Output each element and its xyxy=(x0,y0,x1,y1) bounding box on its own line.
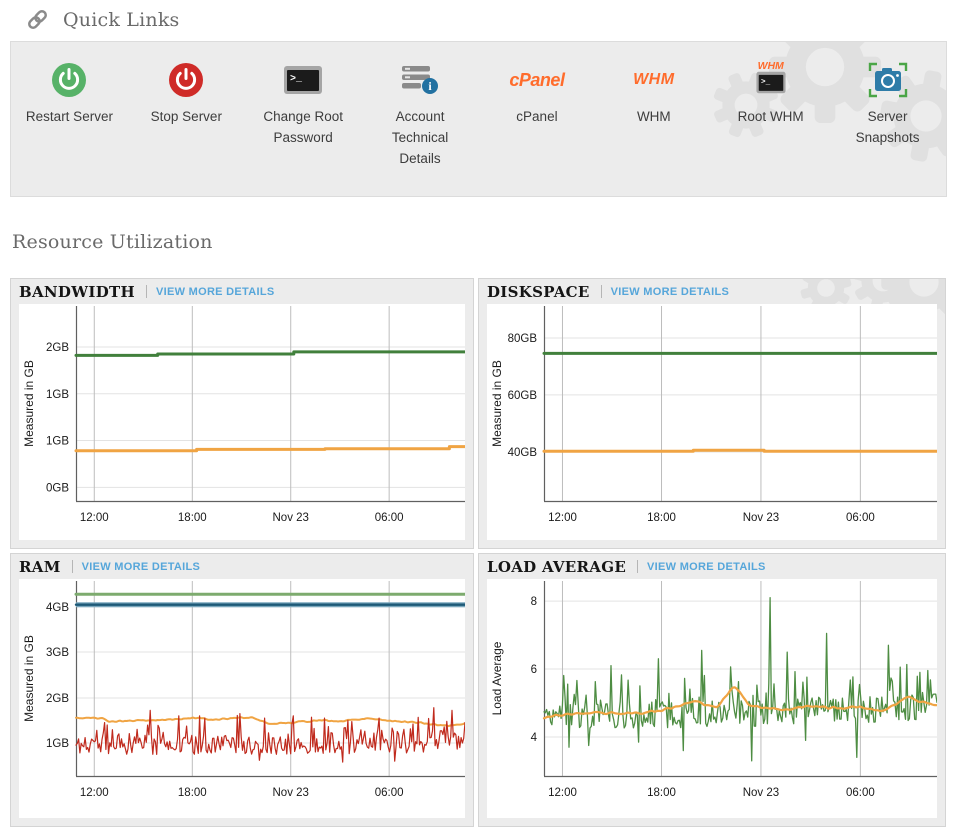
view-more-details-link[interactable]: VIEW MORE DETAILS xyxy=(155,285,275,298)
svg-text:12:00: 12:00 xyxy=(80,512,109,524)
quick-link-label: WHM xyxy=(636,109,671,124)
header-divider xyxy=(600,285,602,298)
svg-text:0GB: 0GB xyxy=(46,482,69,494)
header-divider xyxy=(637,560,639,573)
power-green-icon xyxy=(11,59,128,101)
terminal-icon: >_ xyxy=(245,59,362,101)
panel-diskspace: DISKSPACE VIEW MORE DETAILS 80GB 60GB 40GB… xyxy=(478,278,946,549)
server-info-icon: i xyxy=(362,59,479,101)
quick-link-label: Change Root Password xyxy=(263,109,343,145)
view-more-details-link[interactable]: VIEW MORE DETAILS xyxy=(81,560,201,573)
quick-link-change-root-password[interactable]: >_ Change Root Password xyxy=(245,42,362,196)
whm-terminal-icon: WHM >_ xyxy=(712,59,829,101)
view-more-details-link[interactable]: VIEW MORE DETAILS xyxy=(610,285,730,298)
quick-link-label: Restart Server xyxy=(25,109,113,124)
panel-load-average: LOAD AVERAGE VIEW MORE DETAILS 8 6 4 12:00 1… xyxy=(478,553,946,827)
quick-links-row: Restart Server Stop Server >_ Change Ro xyxy=(11,42,946,196)
svg-text:80GB: 80GB xyxy=(508,333,538,345)
cpanel-logo: cPanel xyxy=(509,69,565,90)
gear-icon xyxy=(800,279,852,314)
svg-text:Nov 23: Nov 23 xyxy=(743,512,779,524)
header-divider xyxy=(145,285,147,298)
svg-text:18:00: 18:00 xyxy=(178,512,207,524)
panel-ram: RAM VIEW MORE DETAILS 4GB 3GB 2GB 1GB 12:00 1… xyxy=(10,553,474,827)
gears-decoration xyxy=(626,42,946,196)
panel-header: BANDWIDTH VIEW MORE DETAILS xyxy=(11,279,473,304)
svg-text:12:00: 12:00 xyxy=(548,787,577,799)
camera-icon xyxy=(829,59,946,101)
svg-text:Measured in GB: Measured in GB xyxy=(22,635,36,722)
svg-text:Nov 23: Nov 23 xyxy=(273,512,309,524)
chart-load-average: 8 6 4 12:00 18:00 Nov 23 06:00 Load Average xyxy=(487,579,939,818)
quick-link-account-technical-details[interactable]: i Account Technical Details xyxy=(362,42,479,196)
panel-header: DISKSPACE VIEW MORE DETAILS xyxy=(479,279,945,304)
quick-link-restart-server[interactable]: Restart Server xyxy=(11,42,128,196)
quick-link-label: Stop Server xyxy=(150,109,222,124)
quick-links-panel: Restart Server Stop Server >_ Change Ro xyxy=(10,41,947,197)
svg-text:8: 8 xyxy=(531,596,537,608)
power-red-icon xyxy=(128,59,245,101)
header-divider xyxy=(71,560,73,573)
link-icon xyxy=(26,8,49,31)
svg-text:Measured in GB: Measured in GB xyxy=(22,360,36,447)
panel-title: LOAD AVERAGE xyxy=(487,557,627,576)
svg-text:Nov 23: Nov 23 xyxy=(743,787,779,799)
svg-text:>_: >_ xyxy=(761,78,771,86)
gear-icon xyxy=(713,72,779,138)
svg-text:1GB: 1GB xyxy=(46,738,69,750)
svg-text:1GB: 1GB xyxy=(46,436,69,448)
panel-title: BANDWIDTH xyxy=(19,282,135,301)
quick-link-server-snapshots[interactable]: Server Snapshots xyxy=(829,42,946,196)
panel-header: LOAD AVERAGE VIEW MORE DETAILS xyxy=(479,554,945,579)
svg-text:18:00: 18:00 xyxy=(178,787,207,799)
quick-link-stop-server[interactable]: Stop Server xyxy=(128,42,245,196)
quick-link-label: Server Snapshots xyxy=(855,109,920,145)
svg-text:i: i xyxy=(428,79,432,93)
svg-text:12:00: 12:00 xyxy=(548,512,577,524)
quick-link-label: cPanel xyxy=(516,109,558,124)
svg-text:Nov 23: Nov 23 xyxy=(273,787,309,799)
svg-text:2GB: 2GB xyxy=(46,342,69,354)
page-title: Quick Links xyxy=(63,8,180,31)
svg-text:>_: >_ xyxy=(290,74,303,85)
quick-links-header: Quick Links xyxy=(26,8,179,31)
panel-header: RAM VIEW MORE DETAILS xyxy=(11,554,473,579)
panel-title: RAM xyxy=(19,557,61,576)
svg-text:4: 4 xyxy=(531,732,538,744)
gear-icon xyxy=(880,70,946,162)
svg-text:06:00: 06:00 xyxy=(375,512,404,524)
svg-text:Measured in GB: Measured in GB xyxy=(490,360,504,447)
svg-text:06:00: 06:00 xyxy=(846,787,875,799)
svg-text:18:00: 18:00 xyxy=(647,512,676,524)
quick-link-label: Account Technical Details xyxy=(391,109,449,166)
svg-text:1GB: 1GB xyxy=(46,389,69,401)
svg-text:18:00: 18:00 xyxy=(647,787,676,799)
svg-text:06:00: 06:00 xyxy=(375,787,404,799)
svg-text:06:00: 06:00 xyxy=(846,512,875,524)
svg-text:Load Average: Load Average xyxy=(490,641,504,715)
chart-diskspace: 80GB 60GB 40GB 12:00 18:00 Nov 23 06:00 Measure… xyxy=(487,304,939,540)
svg-text:3GB: 3GB xyxy=(46,647,69,659)
quick-link-whm[interactable]: WHM WHM xyxy=(595,42,712,196)
svg-text:12:00: 12:00 xyxy=(80,787,109,799)
panel-title: DISKSPACE xyxy=(487,282,590,301)
view-more-details-link[interactable]: VIEW MORE DETAILS xyxy=(647,560,766,573)
chart-bandwidth: 2GB 1GB 1GB 0GB 12:00 18:00 Nov 23 06:00 Measure… xyxy=(19,304,467,540)
section-title: Resource Utilization xyxy=(12,231,213,253)
svg-text:6: 6 xyxy=(531,664,537,676)
svg-text:60GB: 60GB xyxy=(508,390,538,402)
gear-icon xyxy=(768,42,882,124)
quick-link-cpanel[interactable]: cPanel cPanel xyxy=(479,42,596,196)
panel-bandwidth: BANDWIDTH VIEW MORE DETAILS 2GB 1GB 1GB 0GB… xyxy=(10,278,474,549)
quick-link-root-whm[interactable]: WHM >_ Root WHM xyxy=(712,42,829,196)
whm-logo: WHM xyxy=(633,71,675,88)
svg-text:40GB: 40GB xyxy=(508,447,538,459)
chart-ram: 4GB 3GB 2GB 1GB 12:00 18:00 Nov 23 06:00 Measure… xyxy=(19,579,467,818)
svg-text:2GB: 2GB xyxy=(46,693,69,705)
svg-text:4GB: 4GB xyxy=(46,602,69,614)
quick-link-label: Root WHM xyxy=(737,109,804,124)
